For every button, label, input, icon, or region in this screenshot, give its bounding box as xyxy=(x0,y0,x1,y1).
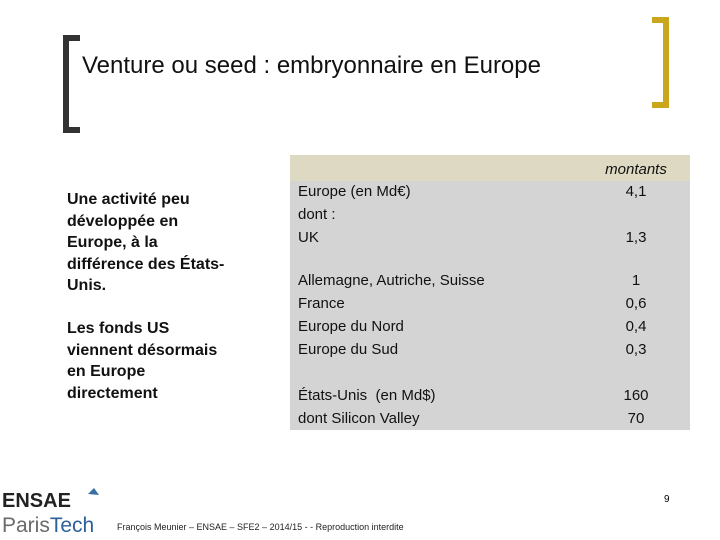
row-label: Europe du Nord xyxy=(298,318,404,335)
row-label: dont Silicon Valley xyxy=(298,410,420,427)
table xyxy=(290,155,690,430)
row-value: 0,6 xyxy=(625,295,647,312)
row-value: 160 xyxy=(623,387,649,404)
logo-mark xyxy=(88,488,99,495)
row-label: Allemagne, Autriche, Suisse xyxy=(298,272,485,289)
left-bracket xyxy=(63,35,80,133)
table-header xyxy=(290,155,690,181)
logo-text: Tech xyxy=(49,514,95,537)
row-value: 1 xyxy=(631,272,641,289)
row-value: 1,3 xyxy=(625,229,647,246)
row-value: 0,3 xyxy=(625,341,647,358)
left-paragraph: Les fonds US viennent désormais en Europ… xyxy=(67,320,218,402)
logo-text: ParisTech xyxy=(2,514,94,538)
right-bracket xyxy=(652,17,669,108)
logo-text: Paris xyxy=(2,514,50,537)
column-header: montants xyxy=(605,161,667,178)
row-label: dont : xyxy=(298,206,336,223)
row-value: 4,1 xyxy=(625,183,647,200)
left-paragraph: Une activité peu développée en Europe, à… xyxy=(67,191,225,294)
row-value: 0,4 xyxy=(625,318,647,335)
row-label: États-Unis (en Md$) xyxy=(298,387,436,404)
row-label: Europe (en Md€) xyxy=(298,183,411,200)
title: Venture ou seed : embryonnaire en Europe xyxy=(82,52,541,79)
row-label: France xyxy=(298,295,345,312)
logo-text: ENSAE xyxy=(2,490,71,512)
page-number: 9 xyxy=(664,494,670,505)
row-label: Europe du Sud xyxy=(298,341,399,358)
row-value: 70 xyxy=(627,410,645,427)
footer: François Meunier – ENSAE – SFE2 – 2014/1… xyxy=(117,522,404,532)
row-label: UK xyxy=(298,229,319,246)
